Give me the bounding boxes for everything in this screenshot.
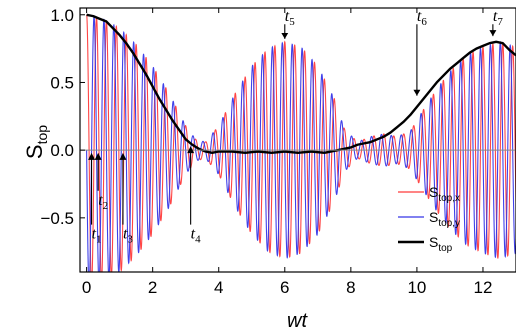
series-layer xyxy=(86,13,516,272)
legend-entry-label: Stop,x xyxy=(429,184,460,204)
legend-entry-label: Stop,y xyxy=(429,209,460,229)
annotation-label-t5: t5 xyxy=(285,8,295,28)
x-tick-label: 4 xyxy=(214,278,223,297)
series-line-s-top xyxy=(86,13,516,155)
x-tick-label: 0 xyxy=(82,278,91,297)
y-tick-label: 0.0 xyxy=(50,141,74,160)
plot-frame xyxy=(79,7,516,273)
annotation-layer: t1 t2 t3 t4 t5 t6 t7 xyxy=(88,8,503,246)
y-tick-label: −0.5 xyxy=(40,209,74,228)
x-tick-label: 12 xyxy=(474,278,493,297)
annotation-label-t3: t3 xyxy=(123,226,133,246)
annotation-label-t7: t7 xyxy=(493,8,503,28)
y-axis-label-sub: top xyxy=(34,125,50,145)
annotation-label-t1: t1 xyxy=(92,226,102,246)
x-tick-label: 2 xyxy=(148,278,157,297)
y-axis-label-main: S xyxy=(22,144,47,159)
x-tick-label: 6 xyxy=(280,278,289,297)
annotation-label-t6: t6 xyxy=(417,8,427,28)
annotation-label-t4: t4 xyxy=(191,226,201,246)
y-axis-label: Stop xyxy=(22,125,50,159)
axes-layer: 0 2 4 6 8 10 12 1.0 0.5 0.0 −0.5 xyxy=(40,6,516,297)
series-line-s-top-y xyxy=(86,15,516,272)
annotation-arrowhead xyxy=(94,152,102,160)
x-axis-label: wt xyxy=(287,310,308,331)
annotation-arrowhead xyxy=(119,152,127,160)
annotation-label-t2: t2 xyxy=(98,192,108,212)
legend-entry-label: Stop xyxy=(429,234,453,254)
y-tick-label: 0.5 xyxy=(50,73,74,92)
legend: Stop,x Stop,y Stop xyxy=(398,184,460,254)
x-tick-label: 8 xyxy=(346,278,355,297)
annotation-arrowhead xyxy=(187,146,195,154)
series-line-s-top-x xyxy=(86,14,516,272)
x-tick-label: 10 xyxy=(407,278,426,297)
y-tick-label: 1.0 xyxy=(50,6,74,25)
svg-text:Stop: Stop xyxy=(22,125,50,159)
annotation-arrowhead xyxy=(88,152,96,160)
